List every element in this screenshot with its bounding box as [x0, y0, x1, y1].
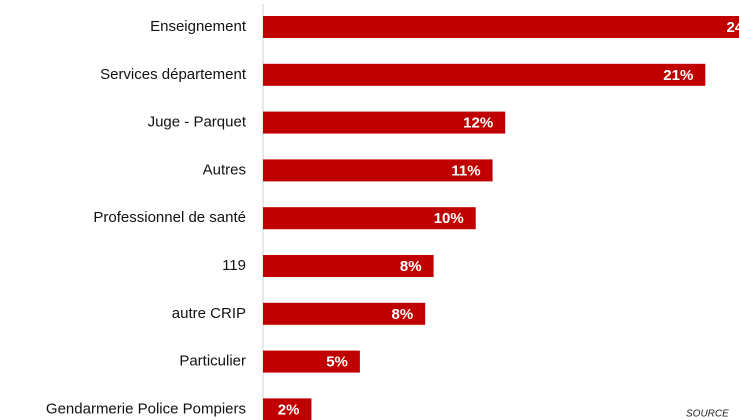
value-label: 24%: [726, 19, 739, 36]
value-label: 8%: [400, 258, 422, 275]
category-label: Autres: [203, 161, 246, 178]
category-label: Professionnel de santé: [93, 209, 246, 226]
source-note: SOURCE: [686, 409, 729, 420]
value-label: 2%: [278, 401, 300, 418]
category-label: Enseignement: [150, 18, 247, 35]
category-label: Particulier: [179, 353, 246, 370]
bar: [263, 302, 426, 325]
value-label: 12%: [463, 115, 493, 132]
bar: [263, 255, 434, 277]
value-label: 21%: [663, 67, 693, 84]
value-label: 5%: [326, 354, 348, 371]
bar: [263, 207, 476, 230]
value-label: 11%: [451, 162, 480, 179]
category-label: Juge - Parquet: [148, 114, 247, 131]
bar: [263, 398, 312, 420]
category-label: autre CRIP: [172, 305, 246, 322]
bar: [263, 159, 493, 182]
bar: [263, 16, 739, 38]
bar: [263, 63, 706, 86]
value-label: 10%: [434, 210, 464, 227]
bar: [263, 350, 360, 373]
category-label: Gendarmerie Police Pompiers: [46, 400, 246, 417]
category-label: 119: [222, 257, 246, 274]
category-label: Services département: [100, 66, 247, 83]
bar: [263, 111, 506, 134]
value-label: 8%: [391, 306, 413, 323]
